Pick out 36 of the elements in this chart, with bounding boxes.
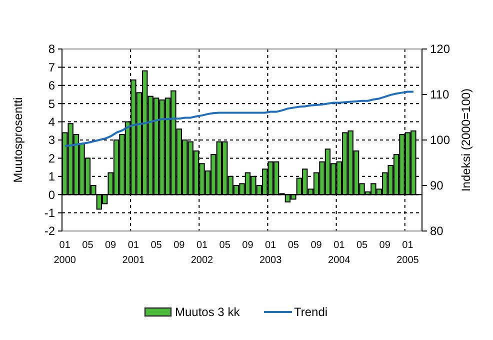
x-tick-label: 01 2004 [328,240,351,266]
x-tick-label: 09 [379,240,391,251]
x-tick-label: 05 [219,240,231,251]
y2-tick-label: 110 [430,88,450,102]
y-axis-title: Muutosprosentti [11,97,25,183]
y-tick-label: 3 [48,133,56,148]
x-tick-label: 05 [356,240,368,251]
y-tick-label: 4 [48,115,56,129]
x-tick-label: 05 [82,240,94,251]
legend-label: Trendi [294,305,328,320]
y-tick-label: 2 [48,151,56,166]
x-tick-label: 09 [105,240,117,251]
x-tick-label: 01 2001 [122,240,145,266]
y2-tick-label: 90 [430,178,444,193]
x-tick-label: 09 [310,240,322,251]
x-tick-label: 01 2000 [54,240,76,266]
x-tick-label: 01 2003 [259,240,282,266]
y-tick-label: -1 [44,206,56,220]
y2-axis-title: Indeksi (2000=100) [459,88,473,192]
x-tick-label: 05 [150,240,162,251]
x-tick-label: 09 [242,240,254,251]
x-tick-label: 09 [174,240,186,251]
x-tick-label: 01 2005 [396,240,420,266]
y-tick-label: 5 [48,96,56,111]
y-tick-label: -2 [44,224,56,238]
y-tick-label: 8 [48,42,56,56]
y-tick-label: 0 [48,188,56,202]
y-tick-label: 6 [48,78,56,93]
legend-label: Muutos 3 kk [175,305,241,320]
x-tick-label: 05 [288,240,300,251]
y-tick-label: 1 [48,170,56,184]
y2-tick-label: 120 [430,42,450,56]
y-tick-label: 7 [48,60,56,74]
y2-tick-label: 100 [430,133,450,148]
x-tick-label: 01 2002 [190,240,214,266]
y2-tick-label: 80 [430,224,444,238]
